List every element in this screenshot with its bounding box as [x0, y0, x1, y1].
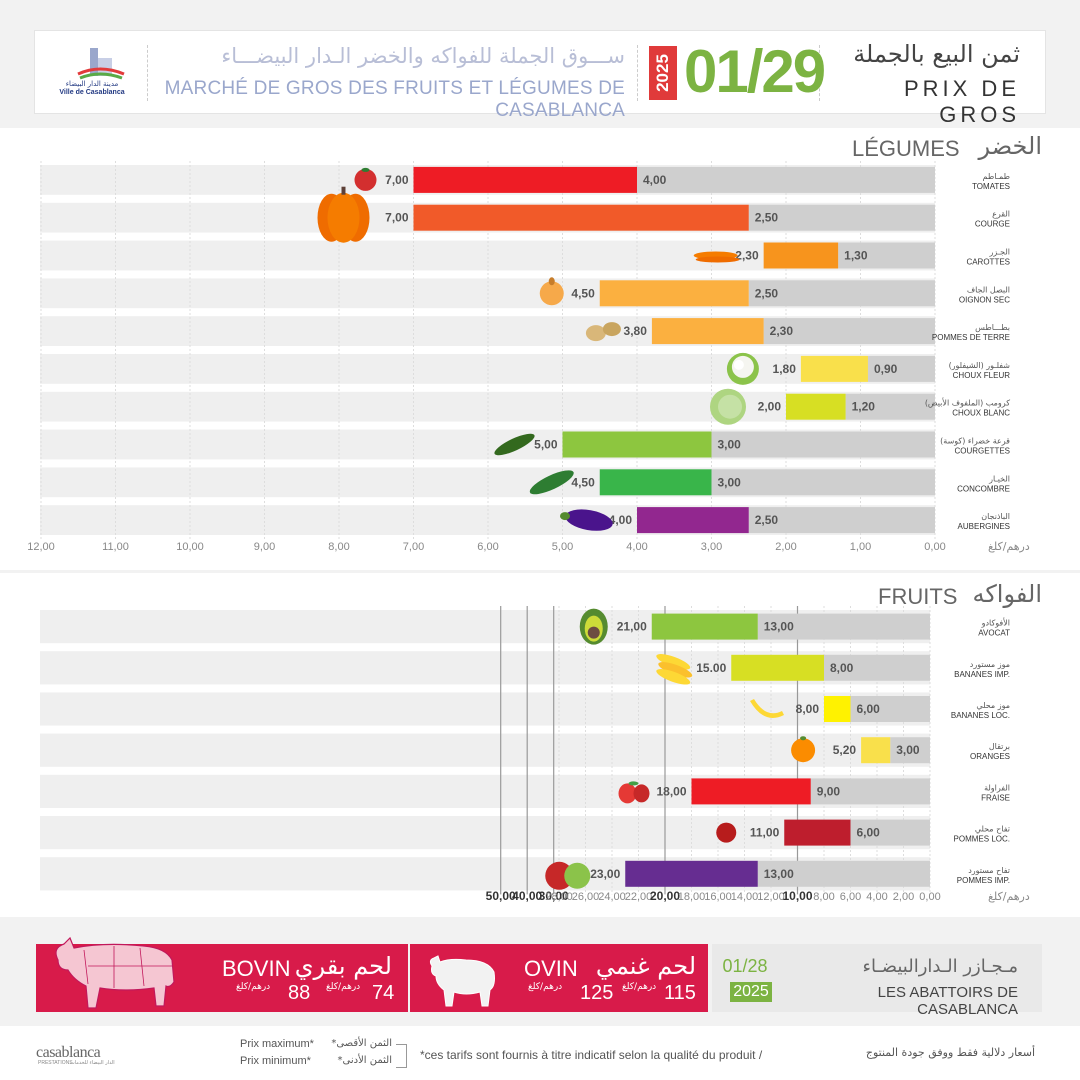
- ovin-panel: OVIN لحم غنمي درهم/كلغ 125 درهم/كلغ 115: [410, 944, 708, 1012]
- bovin-panel: BOVIN لحم بقري درهم/كلغ 88 درهم/كلغ 74: [36, 936, 408, 1012]
- bovin-price-max: 74: [372, 982, 395, 1004]
- ovin-price-min: 125: [580, 982, 614, 1004]
- price-title-fr: PRIX DE GROS: [903, 76, 1020, 127]
- legend-bracket: [396, 1044, 407, 1068]
- footer-bar: [0, 1026, 1080, 1080]
- ovin-unit-2: درهم/كلغ: [622, 982, 657, 992]
- fruits-title-fr: FRUITS: [878, 584, 958, 609]
- header-banner: [34, 30, 1046, 114]
- disclaimer-ar: أسعار دلالية فقط ووفق جودة المنتوج: [865, 1046, 1035, 1059]
- bovin-title-ar: لحم بقري: [294, 952, 392, 980]
- fruits-title-ar: الفواكه: [972, 580, 1042, 608]
- vegetables-panel: [0, 128, 1080, 570]
- market-title-fr: MARCHÉ DE GROS DES FRUITS ET LÉGUMES DE …: [164, 78, 625, 121]
- footer-brand: casablanca: [36, 1044, 101, 1061]
- vegetables-unit: درهم/كلغ: [988, 540, 1030, 553]
- abattoirs-info: 01/28 2025 مـجـازر الـدارالبيضـاء LES AB…: [712, 944, 1042, 1018]
- legend-min-fr: Prix minimum*: [240, 1055, 311, 1067]
- ovin-price-max: 115: [664, 982, 696, 1004]
- bovin-title-fr: BOVIN: [222, 956, 291, 981]
- price-date: 01/29: [684, 38, 826, 105]
- footer-brand-sub-ar: الدار البيضاء للخدمات: [70, 1060, 115, 1066]
- cow-icon: [55, 936, 175, 1009]
- market-title-ar: ســـوق الجملة للفواكه والخضر الـدار البي…: [221, 44, 625, 68]
- abattoirs-title-fr: LES ABATTOIRS DE CASABLANCA: [877, 984, 1018, 1018]
- legend-max-ar: *الثمن الأقصى: [331, 1038, 392, 1049]
- disclaimer-fr: *ces tarifs sont fournis à titre indicat…: [420, 1048, 763, 1062]
- legend-min-ar: *الثمن الأدنى: [337, 1055, 392, 1066]
- bovin-price-min: 88: [288, 982, 311, 1004]
- bovin-unit-1: درهم/كلغ: [236, 982, 271, 992]
- bovin-unit-2: درهم/كلغ: [326, 982, 361, 992]
- price-title-ar: ثمن البيع بالجملة: [853, 40, 1020, 68]
- ovin-title-ar: لحم غنمي: [595, 952, 696, 980]
- fruits-panel: [0, 573, 1080, 917]
- ovin-unit-1: درهم/كلغ: [528, 982, 563, 992]
- logo-text-fr: Ville de Casablanca: [59, 89, 125, 96]
- legend-max-fr: Prix maximum*: [240, 1038, 314, 1050]
- ovin-title-fr: OVIN: [524, 956, 578, 981]
- abattoirs-year: 2025: [730, 982, 772, 1002]
- sheep-icon: [429, 955, 495, 1007]
- logo-text-ar: مدينة الدار البيضاء: [65, 80, 119, 88]
- casablanca-logo-icon: [77, 48, 125, 80]
- footer-brand-sub: PRESTATIONS: [38, 1060, 73, 1066]
- fruits-unit: درهم/كلغ: [988, 890, 1030, 903]
- vegetables-title-fr: LÉGUMES: [852, 136, 960, 161]
- vegetables-title-ar: الخضر: [978, 132, 1042, 160]
- year-badge: 2025: [649, 46, 677, 100]
- abattoirs-title-ar: مـجـازر الـدارالبيضـاء: [862, 956, 1018, 977]
- abattoirs-date: 01/28: [722, 956, 768, 976]
